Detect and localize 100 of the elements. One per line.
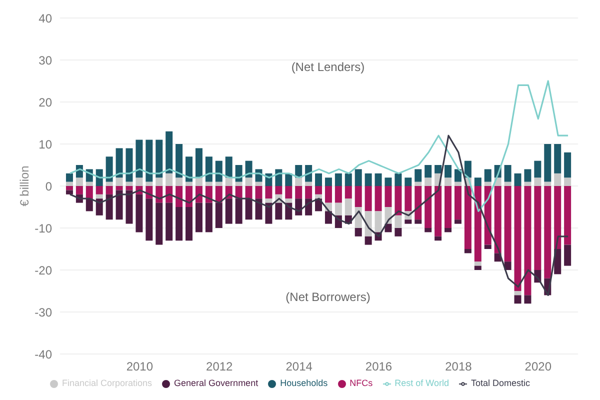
bar: [86, 186, 93, 199]
bar: [116, 186, 123, 190]
bar: [444, 228, 452, 232]
bar: [126, 190, 133, 224]
y-axis-title: € billion: [17, 166, 32, 206]
bar: [166, 173, 173, 186]
bar: [176, 207, 183, 241]
bar: [275, 186, 282, 194]
bar: [285, 198, 292, 203]
bar: [315, 186, 322, 194]
bar: [285, 173, 292, 186]
bar: [414, 182, 422, 186]
bar: [374, 173, 382, 186]
bar: [186, 182, 193, 186]
y-tick-label: 20: [38, 95, 52, 110]
bar: [344, 198, 352, 216]
bar: [265, 186, 272, 199]
bar: [504, 186, 512, 262]
y-tick-label: -10: [34, 221, 52, 236]
bar: [324, 211, 332, 224]
bar: [225, 198, 232, 224]
bar: [106, 186, 113, 194]
bar: [404, 186, 412, 212]
bar: [215, 182, 222, 186]
bar: [66, 182, 73, 186]
bar: [564, 152, 572, 178]
bar: [544, 186, 552, 278]
bar: [255, 198, 262, 220]
bar: [444, 165, 452, 178]
bar: [424, 165, 432, 178]
x-tick-label: 2010: [126, 360, 154, 374]
bar: [235, 165, 242, 182]
bar: [474, 266, 482, 270]
bar: [484, 169, 492, 182]
bar: [474, 178, 482, 186]
bar: [156, 178, 163, 186]
bar: [334, 202, 342, 216]
bar: [534, 160, 542, 178]
bar: [374, 211, 382, 232]
bar: [454, 182, 462, 186]
bar: [245, 186, 252, 199]
bar: [504, 165, 512, 182]
bar: [484, 244, 492, 249]
bar: [434, 186, 442, 236]
bar: [464, 249, 472, 254]
bar: [76, 178, 83, 186]
bar: [544, 182, 552, 186]
bar: [186, 207, 193, 241]
bar: [86, 182, 93, 186]
bar: [534, 178, 542, 186]
bar: [474, 262, 482, 266]
bar: [146, 198, 153, 241]
bar: [394, 228, 402, 236]
y-tick-label: -30: [34, 305, 52, 320]
bar: [195, 148, 202, 178]
bar: [295, 178, 302, 186]
bar: [235, 182, 242, 186]
bar: [484, 182, 492, 186]
y-tick-label: 30: [38, 53, 52, 68]
bar: [116, 178, 123, 186]
x-tick-label: 2020: [524, 360, 552, 374]
bar: [454, 220, 462, 224]
bar: [424, 228, 432, 232]
bar: [524, 186, 532, 296]
bar: [424, 186, 432, 228]
bar: [96, 186, 103, 194]
x-tick-label: 2016: [365, 360, 392, 374]
bar: [334, 186, 342, 203]
bar: [96, 194, 103, 199]
bar: [315, 194, 322, 199]
bar: [225, 178, 232, 186]
legend-label: Households: [280, 378, 328, 388]
bar: [305, 186, 312, 199]
y-tick-label: -20: [34, 263, 52, 278]
bar: [414, 220, 422, 224]
bar: [474, 186, 482, 262]
bar: [66, 186, 73, 190]
bar: [215, 202, 222, 228]
bar: [524, 169, 532, 182]
bar: [126, 186, 133, 190]
bar: [186, 156, 193, 182]
bar: [514, 291, 522, 296]
bar: [364, 173, 372, 186]
bar: [464, 160, 472, 178]
bar: [444, 186, 452, 228]
bar: [404, 178, 412, 186]
bar: [146, 182, 153, 186]
bar: [414, 169, 422, 182]
bar: [354, 169, 362, 186]
y-tick-label: 0: [45, 179, 52, 194]
bar: [464, 186, 472, 249]
bar: [116, 148, 123, 178]
bar: [524, 295, 532, 304]
bar: [454, 186, 462, 220]
annotation: (Net Lenders): [291, 60, 365, 74]
bar: [275, 169, 282, 186]
bar: [116, 190, 123, 220]
bar: [265, 202, 272, 224]
x-tick-label: 2012: [206, 360, 234, 374]
bar: [255, 182, 262, 186]
